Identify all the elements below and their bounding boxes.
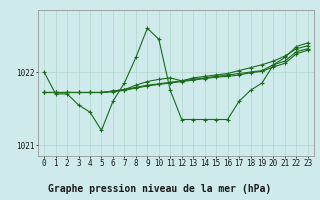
Text: Graphe pression niveau de la mer (hPa): Graphe pression niveau de la mer (hPa) <box>48 184 272 194</box>
